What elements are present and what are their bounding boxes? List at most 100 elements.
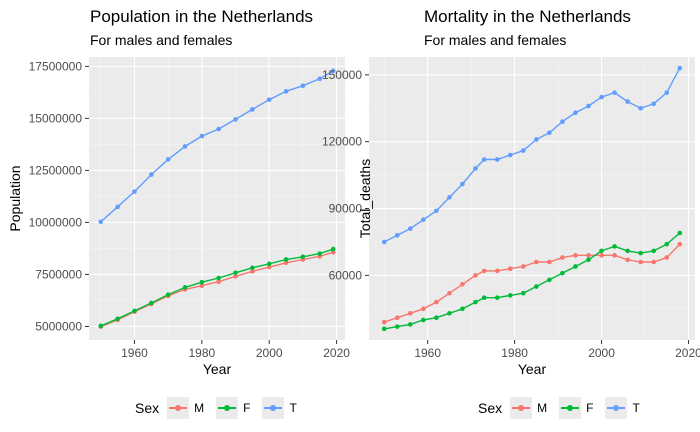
data-point-t xyxy=(182,144,188,149)
y-tick-label: 10000000 xyxy=(29,215,83,229)
data-point-m xyxy=(677,241,683,247)
data-point-t xyxy=(447,195,452,200)
data-point-t xyxy=(573,110,578,116)
data-point-m xyxy=(407,310,413,316)
x-tick-label: 2020 xyxy=(323,346,350,360)
legend-key-m xyxy=(510,397,533,419)
data-point-f xyxy=(233,270,238,276)
data-point-m xyxy=(460,281,465,287)
y-axis-title: Total_deaths xyxy=(357,159,373,238)
x-tick-label: 1960 xyxy=(414,346,441,360)
data-point-t xyxy=(481,157,487,162)
data-point-f xyxy=(216,275,221,281)
data-point-f xyxy=(115,316,120,322)
legend-key-point xyxy=(224,405,231,411)
x-tick-label: 1980 xyxy=(501,346,528,360)
legend-key-point xyxy=(567,405,574,411)
data-point-m xyxy=(547,259,552,265)
legend-key-t xyxy=(605,397,628,419)
data-point-t xyxy=(394,232,400,238)
mortality-plot: 1960 1980 2000 2020 60000 90000 120000 150000 Ye… xyxy=(322,57,700,377)
data-point-t xyxy=(560,119,565,124)
data-point-m xyxy=(651,259,657,265)
y-tick-label: 90000 xyxy=(329,202,363,216)
data-point-f xyxy=(300,254,306,260)
data-point-t xyxy=(625,99,630,104)
data-point-f xyxy=(317,251,323,256)
data-point-t xyxy=(473,166,478,171)
y-tick-label: 120000 xyxy=(322,135,362,149)
data-point-f xyxy=(677,230,683,236)
legend-label-m: M xyxy=(537,401,548,415)
data-point-m xyxy=(560,255,565,260)
data-point-f xyxy=(149,300,154,306)
x-axis-title: Year xyxy=(518,361,547,377)
population-plot: 1960 1980 2000 2020 5000000 7500000 10000000 12… xyxy=(7,57,350,377)
data-point-m xyxy=(534,259,539,265)
chart-subtitle: For males and females xyxy=(90,32,233,48)
data-point-f xyxy=(521,290,526,296)
legend-key-point xyxy=(518,405,525,411)
data-point-t xyxy=(317,76,323,82)
legend-key-f xyxy=(559,397,582,419)
data-point-m xyxy=(612,253,617,258)
data-point-t xyxy=(115,204,120,210)
legend-key-t xyxy=(262,397,285,419)
legend-label-f: F xyxy=(243,401,251,415)
data-point-t xyxy=(534,137,539,142)
data-point-m xyxy=(664,255,670,260)
data-point-f xyxy=(132,308,137,314)
data-point-f xyxy=(638,250,643,256)
x-axis-title: Year xyxy=(203,361,232,377)
data-point-t xyxy=(677,65,683,71)
legend-key-f xyxy=(216,397,239,419)
population-chart-panel: Population in the Netherlands For males … xyxy=(7,7,350,419)
data-point-m xyxy=(507,266,513,271)
legend: Sex M F T xyxy=(478,396,652,420)
data-point-f xyxy=(586,257,591,263)
data-point-t xyxy=(664,90,670,95)
legend-key-m xyxy=(167,397,190,419)
data-point-m xyxy=(250,269,255,274)
data-point-m xyxy=(216,279,221,285)
y-tick-label: 7500000 xyxy=(35,267,82,281)
data-point-f xyxy=(381,326,387,332)
data-point-f xyxy=(460,306,465,312)
data-point-f xyxy=(434,315,439,321)
data-point-t xyxy=(266,97,272,102)
data-point-f xyxy=(473,299,478,305)
legend-key-point xyxy=(175,405,182,411)
data-point-t xyxy=(216,126,221,132)
legend-key-point xyxy=(270,405,277,411)
data-point-f xyxy=(481,295,487,300)
data-point-m xyxy=(573,253,578,258)
data-point-f xyxy=(599,248,604,254)
y-tick-label: 15000000 xyxy=(29,111,83,125)
data-point-t xyxy=(586,103,591,109)
data-point-m xyxy=(586,253,591,258)
legend-label-m: M xyxy=(194,401,205,415)
legend-title: Sex xyxy=(478,400,503,416)
y-tick-label: 150000 xyxy=(322,68,362,82)
data-point-t xyxy=(507,152,513,158)
y-tick-label: 5000000 xyxy=(35,319,82,333)
plot-background xyxy=(369,57,695,340)
x-tick-label: 2020 xyxy=(675,346,700,360)
data-point-f xyxy=(199,279,205,285)
y-tick-label: 12500000 xyxy=(29,163,83,177)
x-tick-label: 2000 xyxy=(256,346,283,360)
plot-background xyxy=(89,57,345,340)
chart-title: Mortality in the Netherlands xyxy=(424,7,631,26)
data-point-t xyxy=(407,226,413,231)
data-point-t xyxy=(494,157,500,162)
legend-label-f: F xyxy=(586,401,594,415)
data-point-t xyxy=(149,172,154,177)
data-point-m xyxy=(473,273,478,278)
data-point-t xyxy=(421,217,426,222)
data-point-t xyxy=(460,181,465,187)
x-tick-label: 1980 xyxy=(188,346,215,360)
data-point-m xyxy=(434,299,439,305)
x-tick-label: 1960 xyxy=(121,346,148,360)
data-point-f xyxy=(447,310,452,316)
data-point-t xyxy=(250,107,255,112)
